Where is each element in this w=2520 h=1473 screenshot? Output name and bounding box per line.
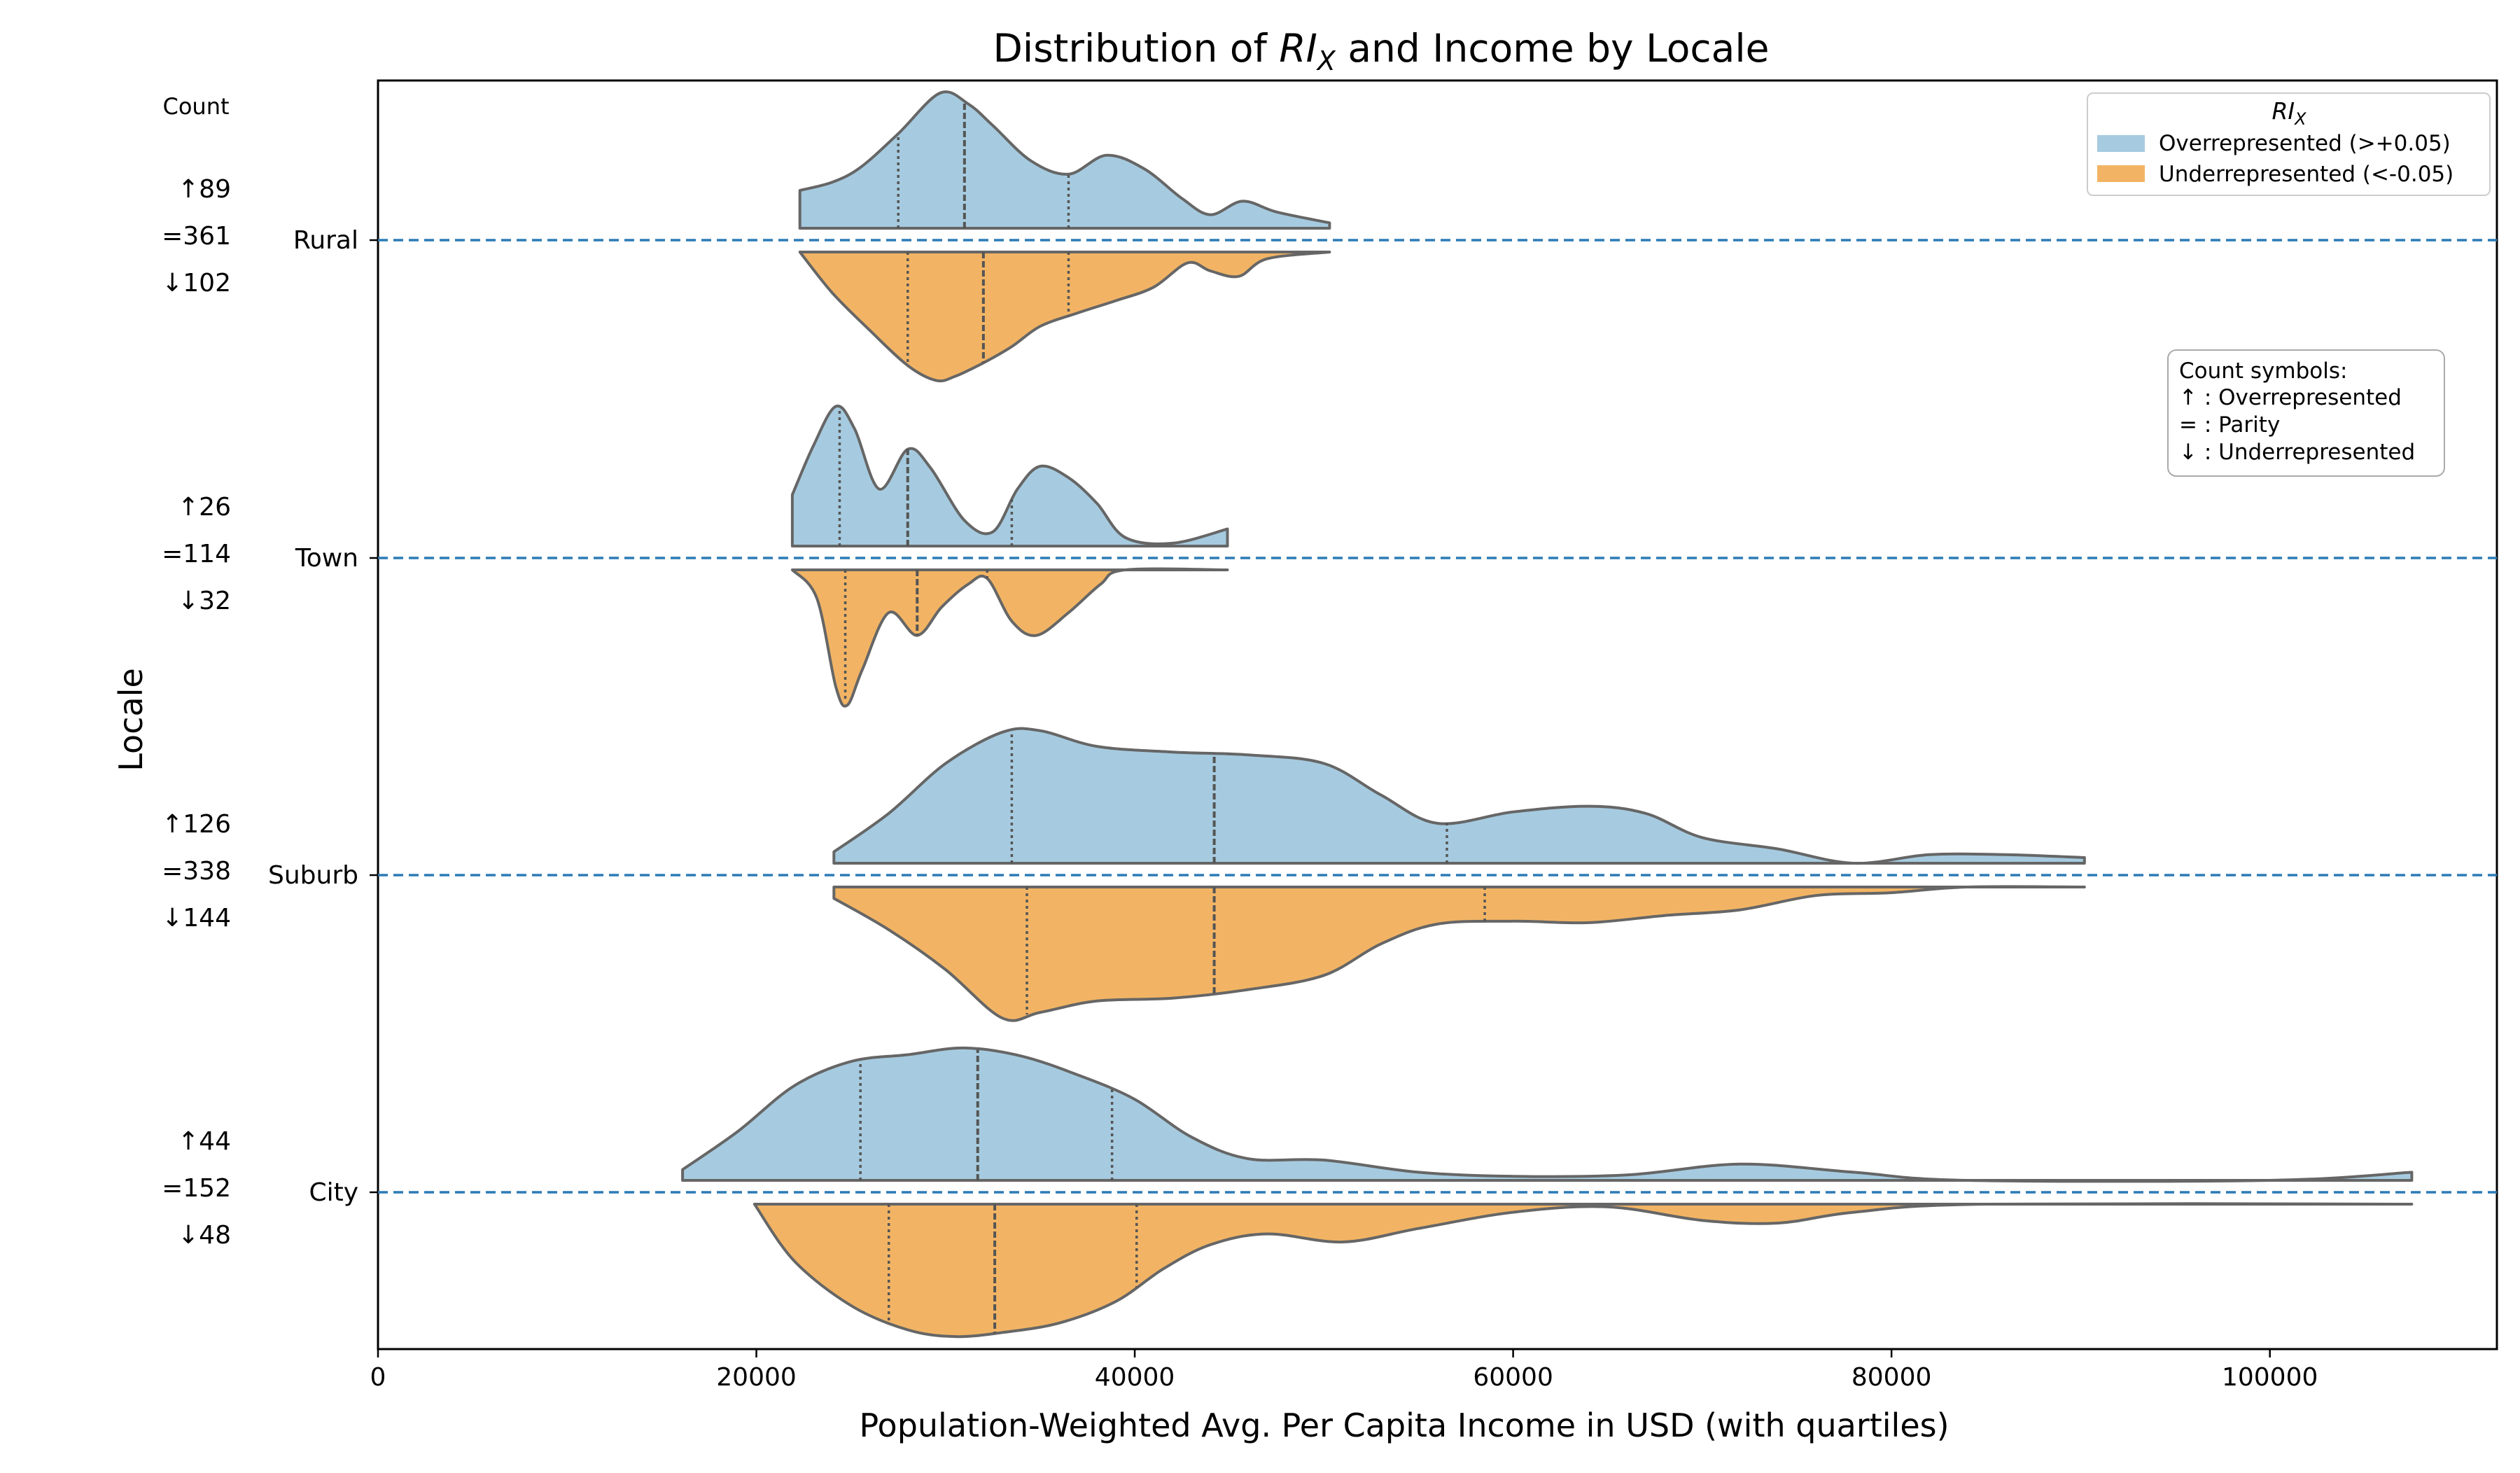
count-under-town: ↓32 (178, 587, 231, 615)
symbol-box-frame (2167, 349, 2445, 477)
title-symbol: RI (1279, 26, 1317, 71)
violin-rural-under-body (798, 251, 1331, 383)
title-suffix: and Income by Locale (1336, 26, 1770, 71)
count-symbols-box: Count symbols: ↑ : Overrepresented = : P… (2167, 349, 2445, 477)
violin-city-over-body (681, 1046, 2414, 1183)
y-tick-label-rural: Rural (293, 226, 358, 255)
symbol-box-title: Count symbols: (2179, 358, 2347, 384)
violin-suburb-over-body (832, 727, 2086, 865)
legend-label-over: Overrepresented (>+0.05) (2159, 131, 2451, 156)
violin-town-under-body (790, 567, 1229, 708)
violin-suburb-under-body (832, 885, 2086, 1022)
legend-title: RIX (2272, 97, 2306, 129)
title-subscript: X (1316, 46, 1336, 76)
legend: RIX Overrepresented (>+0.05) Underrepres… (2087, 92, 2491, 196)
count-over-town: ↑26 (178, 493, 231, 522)
x-tick-label: 40000 (1095, 1363, 1175, 1392)
symbol-box-line-parity: = : Parity (2179, 412, 2280, 438)
chart-title: Distribution of RIX and Income by Locale (993, 26, 1770, 76)
x-tick-label: 20000 (716, 1363, 797, 1392)
count-header: Count (162, 93, 229, 120)
count-over-rural: ↑89 (178, 175, 231, 204)
axes-frame (377, 79, 2498, 1350)
count-under-suburb: ↓144 (162, 904, 231, 933)
legend-frame (2087, 92, 2491, 196)
title-prefix: Distribution of (993, 26, 1280, 71)
y-axis-label: Locale (112, 668, 150, 772)
count-over-city: ↑44 (178, 1127, 231, 1156)
legend-title-subscript: X (2293, 109, 2306, 129)
x-tick-label: 100000 (2222, 1363, 2318, 1392)
legend-swatch-over (2097, 135, 2145, 152)
count-under-city: ↓48 (178, 1221, 231, 1250)
x-tick-label: 60000 (1473, 1363, 1553, 1392)
y-tick-label-town: Town (295, 544, 358, 573)
count-over-suburb: ↑126 (162, 810, 231, 839)
count-parity-rural: =361 (162, 222, 231, 251)
violin-town-over-body (790, 404, 1229, 547)
count-parity-town: =114 (162, 540, 231, 568)
violin-city-under-body (752, 1202, 2414, 1339)
symbol-box-line-under: ↓ : Underrepresented (2179, 440, 2415, 465)
legend-swatch-under (2097, 165, 2145, 182)
count-parity-city: =152 (162, 1174, 231, 1203)
symbol-box-line-over: ↑ : Overrepresented (2179, 385, 2402, 410)
x-tick-label: 80000 (1851, 1363, 1932, 1392)
y-tick-label-suburb: Suburb (268, 861, 358, 890)
y-tick-label-city: City (309, 1178, 358, 1207)
x-axis-label: Population-Weighted Avg. Per Capita Inco… (859, 1406, 1949, 1444)
legend-title-symbol: RI (2272, 97, 2295, 125)
x-tick-label: 0 (370, 1363, 386, 1392)
plot-area: 0 20000 40000 60000 80000 100000 Rural ↑89 =361 ↓… (162, 79, 2498, 1392)
count-parity-suburb: =338 (162, 857, 231, 886)
count-under-rural: ↓102 (162, 269, 231, 298)
legend-label-under: Underrepresented (<-0.05) (2159, 162, 2454, 187)
violin-rural-over-body (798, 90, 1331, 230)
